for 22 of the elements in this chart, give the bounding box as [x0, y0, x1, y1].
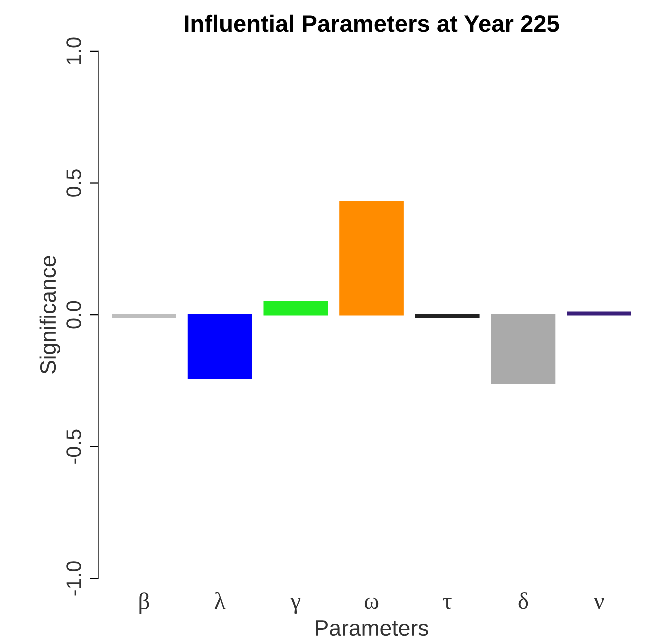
bar [415, 314, 480, 318]
y-tick-label: -0.5 [66, 430, 82, 464]
y-tick-label: 0.5 [66, 170, 82, 197]
y-tick-label: 0.0 [66, 301, 82, 329]
x-axis-title: Parameters [316, 620, 428, 636]
y-tick-label: 1.0 [66, 38, 82, 64]
bar [340, 201, 404, 316]
bar [264, 301, 328, 316]
bar [491, 314, 556, 384]
x-tick-label: ν [594, 598, 604, 610]
x-tick-label: δ [518, 592, 528, 610]
x-tick-label: ω [364, 598, 379, 610]
bar [112, 314, 176, 318]
x-tick-label: τ [443, 598, 452, 610]
x-tick-label: β [140, 592, 150, 614]
x-tick-label: λ [214, 592, 226, 609]
bar [188, 314, 252, 380]
x-tick-label: γ [290, 598, 301, 614]
chart-title: Influential Parameters at Year 225 [185, 14, 560, 32]
y-axis-title: Significance [40, 256, 61, 374]
bar [567, 312, 632, 316]
y-tick-label: -1.0 [66, 562, 82, 596]
